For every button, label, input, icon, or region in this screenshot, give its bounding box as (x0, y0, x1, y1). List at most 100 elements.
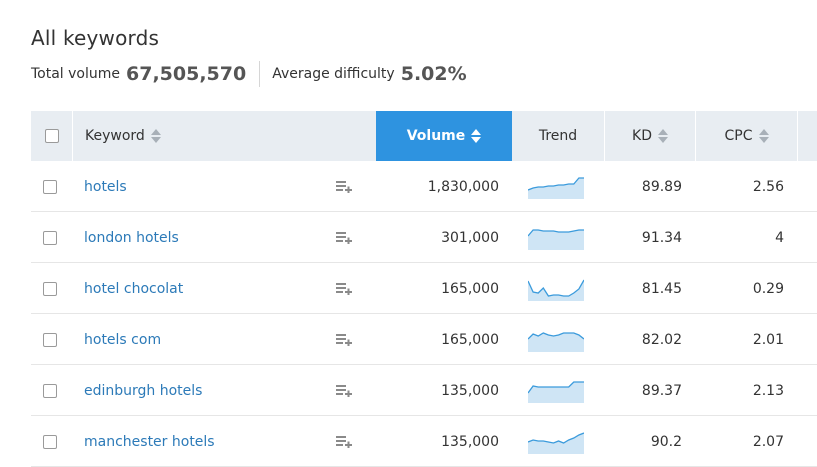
summary-bar: Total volume 67,505,570 Average difficul… (31, 60, 467, 88)
header-divider (72, 111, 73, 161)
column-header-keyword[interactable]: Keyword (85, 111, 375, 161)
sort-arrows-icon[interactable] (657, 128, 668, 144)
trend-line (528, 380, 584, 393)
table-row: manchester hotels 135,000 90.2 2.07 (31, 416, 817, 467)
volume-value: 1,830,000 (427, 178, 499, 195)
column-header-kd-label: KD (632, 128, 652, 144)
row-select-cell (43, 263, 61, 314)
trend-area (528, 381, 584, 403)
trend-sparkline (528, 365, 584, 416)
table-row: london hotels 301,000 91.34 4 (31, 212, 817, 263)
kd-value: 81.45 (641, 280, 682, 297)
cpc-value: 4 (775, 229, 784, 246)
trend-sparkline-chart (528, 380, 584, 403)
trend-line (528, 431, 584, 444)
trend-area (528, 229, 584, 250)
keyword-link[interactable]: edinburgh hotels (84, 382, 203, 399)
trend-sparkline-chart (528, 331, 584, 352)
add-to-list-icon[interactable] (336, 212, 354, 263)
add-to-list-icon[interactable] (336, 263, 354, 314)
trend-sparkline-chart (528, 176, 584, 199)
keyword-link[interactable]: london hotels (84, 229, 179, 246)
volume-value: 135,000 (441, 382, 499, 399)
row-checkbox[interactable] (43, 434, 57, 449)
add-to-list-icon[interactable] (336, 365, 354, 416)
column-header-cpc[interactable]: CPC (696, 111, 797, 161)
total-volume-value: 67,505,570 (126, 63, 247, 85)
cpc-value: 2.07 (752, 433, 784, 450)
sort-arrows-icon[interactable] (758, 128, 769, 144)
trend-sparkline-chart (528, 279, 584, 301)
cpc-value: 0.29 (752, 280, 784, 297)
add-to-list-icon[interactable] (336, 416, 354, 467)
column-header-trend-label: Trend (538, 128, 578, 144)
row-checkbox[interactable] (43, 281, 57, 296)
table-row: hotels com 165,000 82.02 2.01 (31, 314, 817, 365)
select-all-checkbox[interactable] (44, 129, 59, 143)
kd-value: 91.34 (641, 229, 682, 246)
row-select-cell (43, 161, 61, 212)
trend-sparkline (528, 161, 584, 212)
column-header-cpc-label: CPC (724, 128, 753, 144)
volume-value: 301,000 (441, 229, 499, 246)
trend-line (528, 176, 584, 191)
trend-sparkline (528, 416, 584, 467)
cpc-value: 2.01 (752, 331, 784, 348)
table-row: hotels 1,830,000 89.89 2.56 (31, 161, 817, 212)
trend-line (528, 228, 584, 236)
summary-divider (259, 61, 261, 87)
row-checkbox[interactable] (43, 383, 57, 398)
column-header-volume-label: Volume (406, 128, 466, 144)
row-checkbox[interactable] (43, 230, 57, 245)
average-difficulty-label: Average difficulty (272, 66, 395, 82)
kd-value: 89.37 (641, 382, 682, 399)
add-to-list-icon[interactable] (336, 161, 354, 212)
keyword-link[interactable]: hotels com (84, 331, 162, 348)
select-all-cell (31, 111, 72, 161)
trend-area (528, 279, 584, 301)
trend-area (528, 177, 584, 199)
volume-value: 165,000 (441, 331, 499, 348)
keyword-link[interactable]: manchester hotels (84, 433, 215, 450)
sort-arrows-icon[interactable] (471, 128, 482, 144)
cpc-value: 2.13 (752, 382, 784, 399)
header-divider (797, 111, 798, 161)
page-title: All keywords (31, 26, 160, 50)
header-divider (604, 111, 605, 161)
sort-arrows-icon[interactable] (150, 128, 161, 144)
table-row: hotel chocolat 165,000 81.45 0.29 (31, 263, 817, 314)
row-checkbox[interactable] (43, 179, 57, 194)
trend-area (528, 332, 584, 352)
average-difficulty-value: 5.02% (400, 63, 467, 85)
column-header-keyword-label: Keyword (85, 128, 145, 144)
keyword-link[interactable]: hotels (84, 178, 127, 195)
keyword-link[interactable]: hotel chocolat (84, 280, 184, 297)
trend-area (528, 432, 584, 454)
trend-line (528, 331, 584, 340)
column-header-trend: Trend (512, 111, 604, 161)
column-header-volume[interactable]: Volume (376, 111, 512, 161)
keyword-table-body: hotels 1,830,000 89.89 2.56 london hotel… (31, 161, 817, 467)
row-select-cell (43, 212, 61, 263)
column-header-kd[interactable]: KD (605, 111, 695, 161)
row-select-cell (43, 365, 61, 416)
row-select-cell (43, 314, 61, 365)
trend-sparkline (528, 212, 584, 263)
cpc-value: 2.56 (752, 178, 784, 195)
trend-sparkline (528, 314, 584, 365)
volume-value: 135,000 (441, 433, 499, 450)
kd-value: 89.89 (641, 178, 682, 195)
trend-sparkline-chart (528, 228, 584, 250)
trend-sparkline (528, 263, 584, 314)
kd-value: 82.02 (641, 331, 682, 348)
add-to-list-icon[interactable] (336, 314, 354, 365)
row-checkbox[interactable] (43, 332, 57, 347)
trend-line (528, 279, 584, 297)
row-select-cell (43, 416, 61, 467)
kd-value: 90.2 (650, 433, 682, 450)
trend-sparkline-chart (528, 431, 584, 454)
volume-value: 165,000 (441, 280, 499, 297)
header-divider (695, 111, 696, 161)
table-header: Keyword Volume Trend KD CPC (31, 111, 817, 161)
total-volume-label: Total volume (31, 66, 121, 82)
